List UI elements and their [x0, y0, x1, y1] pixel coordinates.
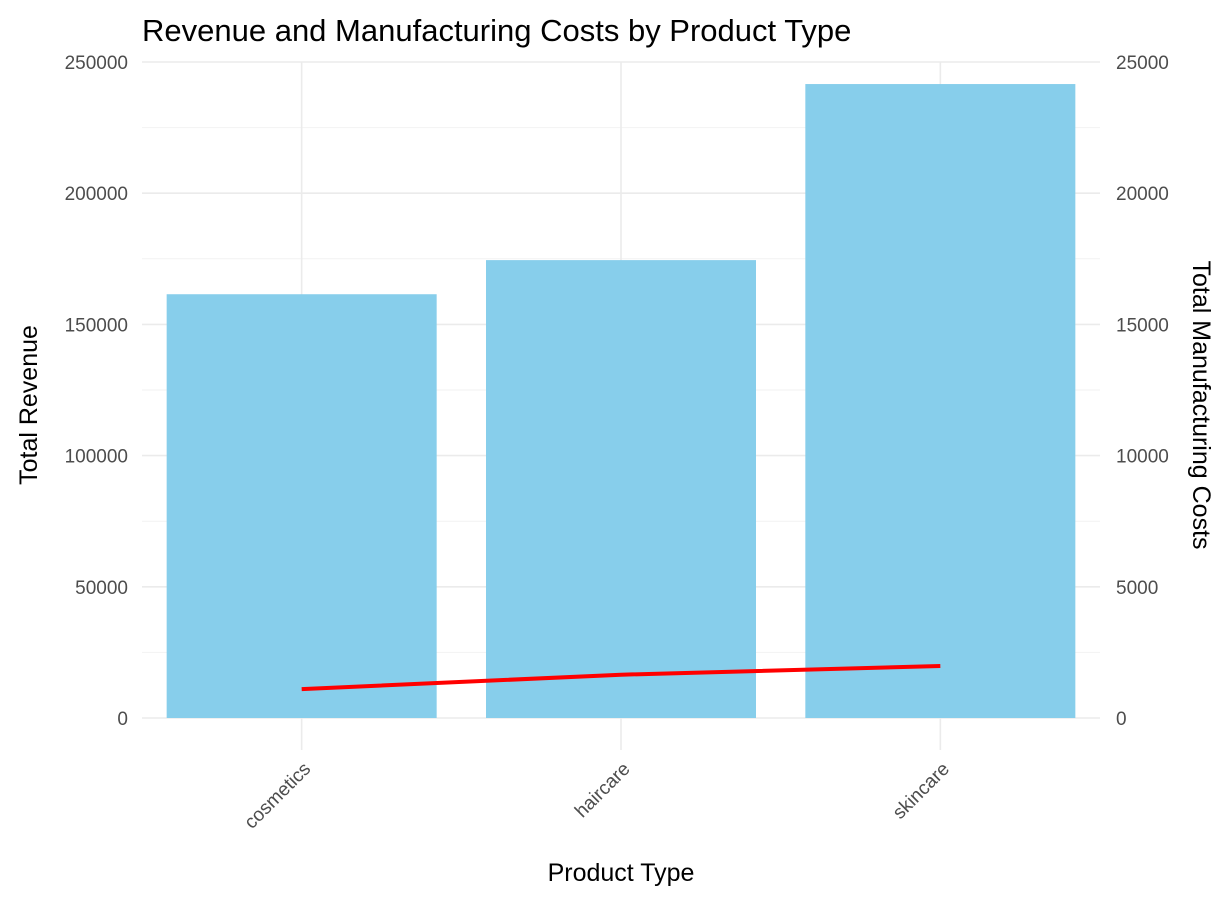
y-right-tick-label: 5000 — [1116, 578, 1158, 599]
y-left-tick-label: 0 — [117, 709, 128, 730]
bar-haircare — [486, 260, 756, 718]
bar-cosmetics — [166, 294, 437, 718]
y-right-tick-label: 20000 — [1116, 184, 1169, 205]
x-tick-label-skincare: skincare — [889, 759, 954, 824]
y-left-tick-label: 200000 — [65, 184, 128, 205]
chart-title: Revenue and Manufacturing Costs by Produ… — [142, 13, 851, 48]
y-right-tick-label: 15000 — [1116, 315, 1169, 336]
y-axis-right-ticks: 0 5000 10000 15000 20000 25000 — [1116, 53, 1169, 730]
x-tick-label-haircare: haircare — [571, 759, 634, 822]
bar-skincare — [805, 84, 1076, 718]
x-axis-title: Product Type — [548, 859, 695, 887]
x-axis-ticks: cosmetics haircare skincare — [241, 759, 954, 834]
y-left-tick-label: 50000 — [75, 578, 128, 599]
cost-line-layer — [301, 664, 941, 692]
y-left-tick-label: 100000 — [65, 447, 128, 468]
y-right-tick-label: 0 — [1116, 709, 1127, 730]
y-axis-right-title: Total Manufacturing Costs — [1187, 260, 1215, 549]
x-tick-label-cosmetics: cosmetics — [241, 759, 316, 834]
y-axis-left-ticks: 0 50000 100000 150000 200000 250000 — [65, 53, 128, 730]
y-right-tick-label: 10000 — [1116, 447, 1169, 468]
y-left-tick-label: 150000 — [65, 315, 128, 336]
y-right-tick-label: 25000 — [1116, 53, 1169, 74]
y-left-tick-label: 250000 — [65, 53, 128, 74]
manufacturing-cost-line — [301, 664, 941, 692]
bars — [166, 84, 1076, 718]
y-axis-left-title: Total Revenue — [15, 325, 43, 485]
